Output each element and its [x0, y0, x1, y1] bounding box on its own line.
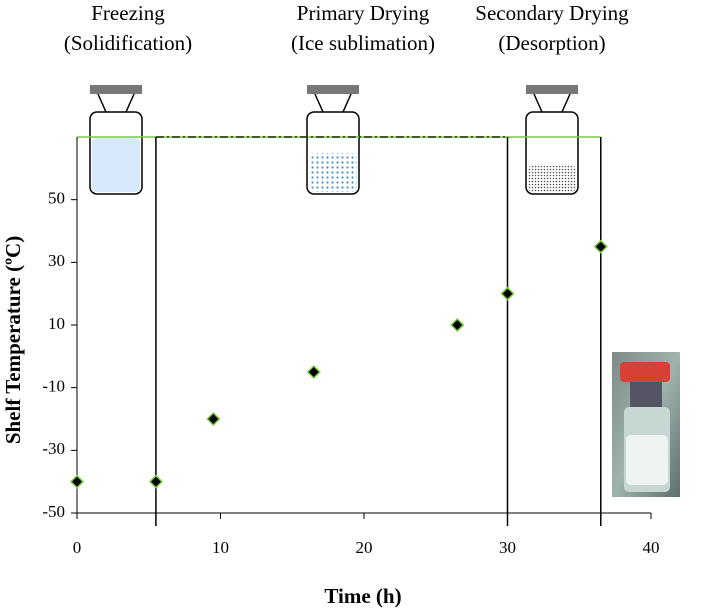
phase-title: Secondary Drying [475, 1, 629, 25]
phase-detail: (Ice sublimation) [291, 31, 435, 55]
phase-title: Primary Drying [297, 1, 430, 25]
x-tick-label: 30 [499, 538, 516, 557]
x-tick-label: 20 [356, 538, 373, 557]
y-axis-title: Shelf Temperature (ºC) [1, 236, 25, 444]
data-point [450, 317, 465, 333]
x-axis-title: Time (h) [324, 584, 401, 608]
y-tick-label: 10 [48, 314, 65, 333]
data-point [593, 239, 608, 254]
x-tick-label: 10 [212, 538, 229, 557]
vial-photo [612, 352, 680, 497]
y-tick-label: 30 [48, 251, 65, 270]
data-point [148, 474, 163, 489]
phase-detail: (Solidification) [64, 31, 192, 55]
y-tick-label: 50 [48, 189, 65, 208]
y-tick-label: -10 [42, 377, 65, 396]
phase-title: Freezing [91, 1, 165, 25]
data-point [69, 474, 85, 489]
data-point [500, 286, 515, 301]
data-point [306, 364, 321, 380]
vial-icon [89, 85, 579, 195]
y-tick-label: -30 [42, 439, 65, 458]
data-point [206, 411, 221, 427]
phase-detail: (Desorption) [498, 31, 605, 55]
y-tick-label: -50 [42, 502, 65, 521]
x-tick-label: 0 [73, 538, 82, 557]
x-tick-label: 40 [643, 538, 660, 557]
